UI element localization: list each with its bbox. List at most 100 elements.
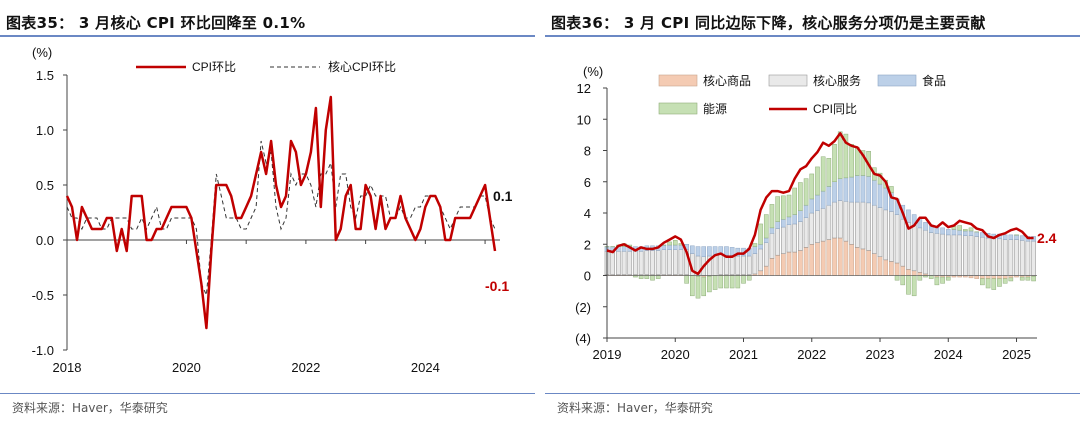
bar-core-goods — [860, 248, 866, 276]
y-axis-ticks: 12 10 8 6 4 2 0 (2) (4) — [575, 81, 591, 346]
bar-core-services — [1025, 240, 1031, 276]
bar-food — [809, 198, 815, 214]
bar-core-services — [963, 235, 968, 276]
series-line-cpi — [65, 95, 497, 330]
bar-food — [832, 181, 837, 203]
bar-energy — [684, 275, 689, 284]
bar-energy — [854, 147, 860, 176]
y-tick-label: 2 — [584, 237, 591, 252]
x-tick-label: 2022 — [291, 360, 320, 375]
bar-core-services — [940, 233, 945, 276]
bar-food — [769, 227, 775, 234]
series-line-core-cpi — [66, 140, 496, 297]
y-tick-label: (4) — [575, 331, 591, 346]
bar-food — [792, 214, 797, 225]
bar-energy — [900, 275, 906, 286]
bar-energy — [741, 275, 746, 284]
bar-food — [690, 245, 695, 254]
legend-label-cpi-yoy: CPI同比 — [813, 102, 857, 116]
bar-energy — [690, 275, 695, 297]
legend-swatch-core-services — [768, 74, 808, 87]
bar-energy — [701, 276, 706, 297]
bar-core-services — [712, 254, 718, 276]
bar-food — [786, 216, 792, 225]
bar-food — [963, 230, 968, 236]
bar-core-services — [968, 235, 974, 276]
bar-core-services — [729, 254, 735, 275]
bar-core-services — [763, 242, 769, 267]
bar-energy — [672, 240, 678, 246]
bar-food — [1019, 235, 1025, 241]
legend: CPI环比 核心CPI环比 — [136, 60, 396, 74]
bar-food — [923, 222, 928, 231]
bar-energy — [712, 275, 718, 290]
y-tick-label: 12 — [577, 81, 591, 96]
bar-core-services — [786, 224, 792, 253]
bar-core-goods — [883, 259, 889, 276]
bar-core-goods — [843, 240, 849, 276]
axes — [63, 74, 500, 351]
bar-energy — [1025, 276, 1031, 281]
bar-core-goods — [820, 240, 826, 276]
legend-swatch-food — [877, 74, 917, 87]
bar-core-goods — [889, 261, 894, 276]
bar-core-services — [633, 251, 638, 275]
bar-core-services — [746, 255, 752, 275]
bar-core-services — [610, 251, 615, 275]
bar-food — [803, 204, 809, 218]
bar-energy — [940, 276, 945, 284]
bar-core-services — [741, 255, 746, 275]
bar-core-services — [667, 249, 672, 275]
stacked-bars — [604, 131, 1036, 299]
bar-core-services — [826, 204, 832, 240]
x-tick-label: 2025 — [1002, 347, 1031, 362]
y-tick-label: 10 — [577, 112, 591, 127]
title-divider — [0, 35, 535, 37]
bar-food — [945, 229, 951, 236]
bar-food — [695, 246, 701, 257]
bar-food — [672, 244, 678, 250]
bar-energy — [928, 275, 934, 279]
bar-energy — [1002, 278, 1008, 284]
bar-food — [820, 190, 826, 209]
chart-title: 图表35： 3 月核心 CPI 环比回降至 0.1% — [6, 14, 306, 32]
bar-energy — [763, 214, 769, 239]
bar-food — [729, 247, 735, 256]
bar-food — [974, 231, 980, 237]
bar-energy — [832, 144, 837, 182]
bar-energy — [695, 276, 701, 299]
bar-energy — [724, 275, 729, 289]
bar-food — [815, 194, 820, 211]
bar-energy — [968, 227, 974, 232]
bar-energy — [957, 225, 962, 231]
bar-core-services — [877, 207, 883, 257]
bar-food — [951, 229, 957, 236]
bar-energy — [752, 243, 758, 247]
bar-food — [906, 209, 911, 223]
bar-energy — [735, 275, 741, 289]
bar-core-services — [638, 251, 644, 275]
stacked-bar-chart: (%) 12 10 8 6 4 2 0 (2) (4) 2019 2020 20… — [575, 64, 1057, 362]
bar-energy — [917, 275, 923, 281]
bar-energy — [729, 275, 735, 289]
bar-food — [849, 176, 854, 203]
bar-energy — [792, 187, 797, 215]
source-note: 资料来源：Haver，华泰研究 — [557, 401, 713, 415]
bar-energy — [798, 182, 803, 211]
bar-energy — [911, 275, 917, 297]
bar-core-goods — [980, 275, 985, 279]
legend-swatch-core-goods — [658, 74, 698, 87]
x-tick-label: 2023 — [866, 347, 895, 362]
bar-food — [866, 176, 871, 204]
legend-swatch-energy — [658, 102, 698, 115]
bar-core-services — [769, 233, 775, 259]
x-tick-label: 2020 — [172, 360, 201, 375]
bar-core-services — [923, 229, 928, 275]
bar-food — [735, 247, 741, 257]
y-tick-label: 0 — [584, 269, 591, 284]
bar-core-services — [735, 255, 741, 275]
bar-energy — [667, 241, 672, 246]
chart-panel-core-cpi-mom: 图表35： 3 月核心 CPI 环比回降至 0.1% (%) 1.5 1.0 0… — [0, 0, 535, 421]
bar-food — [661, 244, 667, 250]
legend: 核心商品 核心服务 食品 能源 CPI同比 — [658, 73, 946, 116]
